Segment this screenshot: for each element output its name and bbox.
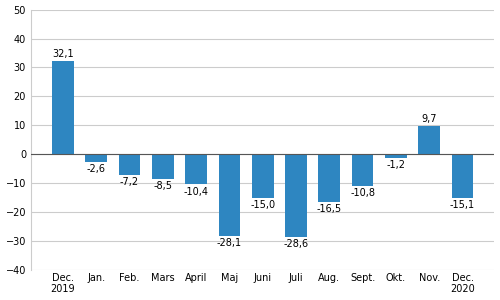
Bar — [218, 154, 240, 236]
Text: -16,5: -16,5 — [316, 204, 342, 214]
Bar — [452, 154, 473, 198]
Text: -15,1: -15,1 — [450, 200, 475, 210]
Bar — [285, 154, 307, 237]
Bar — [318, 154, 340, 202]
Bar — [385, 154, 407, 158]
Bar — [418, 126, 440, 154]
Bar — [118, 154, 141, 175]
Text: -8,5: -8,5 — [153, 181, 172, 191]
Bar — [52, 61, 74, 154]
Text: -10,4: -10,4 — [184, 187, 208, 197]
Bar — [152, 154, 174, 179]
Bar — [185, 154, 207, 184]
Text: 32,1: 32,1 — [52, 49, 74, 59]
Text: -7,2: -7,2 — [120, 177, 139, 188]
Text: 9,7: 9,7 — [422, 114, 437, 124]
Text: -28,6: -28,6 — [284, 239, 308, 249]
Bar — [352, 154, 374, 185]
Text: -2,6: -2,6 — [86, 164, 106, 174]
Text: -10,8: -10,8 — [350, 188, 375, 198]
Bar — [86, 154, 107, 162]
Text: -28,1: -28,1 — [217, 238, 242, 248]
Text: -1,2: -1,2 — [386, 160, 406, 170]
Text: -15,0: -15,0 — [250, 200, 275, 210]
Bar — [252, 154, 274, 198]
